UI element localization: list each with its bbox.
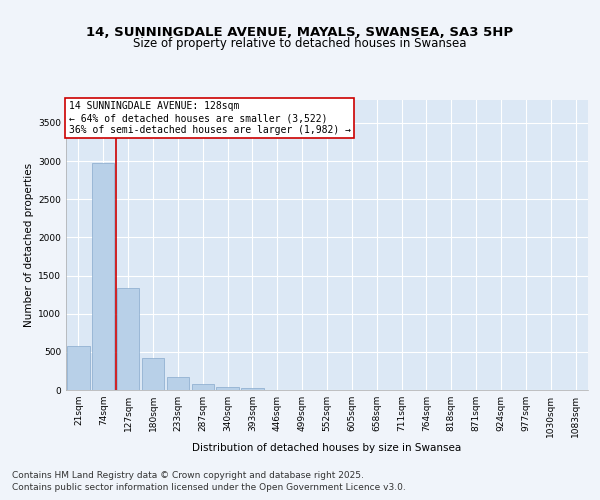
Bar [241, 388, 263, 390]
Text: Contains public sector information licensed under the Open Government Licence v3: Contains public sector information licen… [12, 484, 406, 492]
Bar [217, 387, 239, 390]
Y-axis label: Number of detached properties: Number of detached properties [24, 163, 34, 327]
Text: Contains HM Land Registry data © Crown copyright and database right 2025.: Contains HM Land Registry data © Crown c… [12, 472, 364, 480]
Bar [92, 164, 115, 390]
X-axis label: Distribution of detached houses by size in Swansea: Distribution of detached houses by size … [193, 442, 461, 452]
Bar [142, 358, 164, 390]
Bar [67, 346, 89, 390]
Bar [117, 288, 139, 390]
Text: Size of property relative to detached houses in Swansea: Size of property relative to detached ho… [133, 38, 467, 51]
Text: 14, SUNNINGDALE AVENUE, MAYALS, SWANSEA, SA3 5HP: 14, SUNNINGDALE AVENUE, MAYALS, SWANSEA,… [86, 26, 514, 39]
Bar [191, 384, 214, 390]
Text: 14 SUNNINGDALE AVENUE: 128sqm
← 64% of detached houses are smaller (3,522)
36% o: 14 SUNNINGDALE AVENUE: 128sqm ← 64% of d… [68, 102, 350, 134]
Bar [167, 376, 189, 390]
